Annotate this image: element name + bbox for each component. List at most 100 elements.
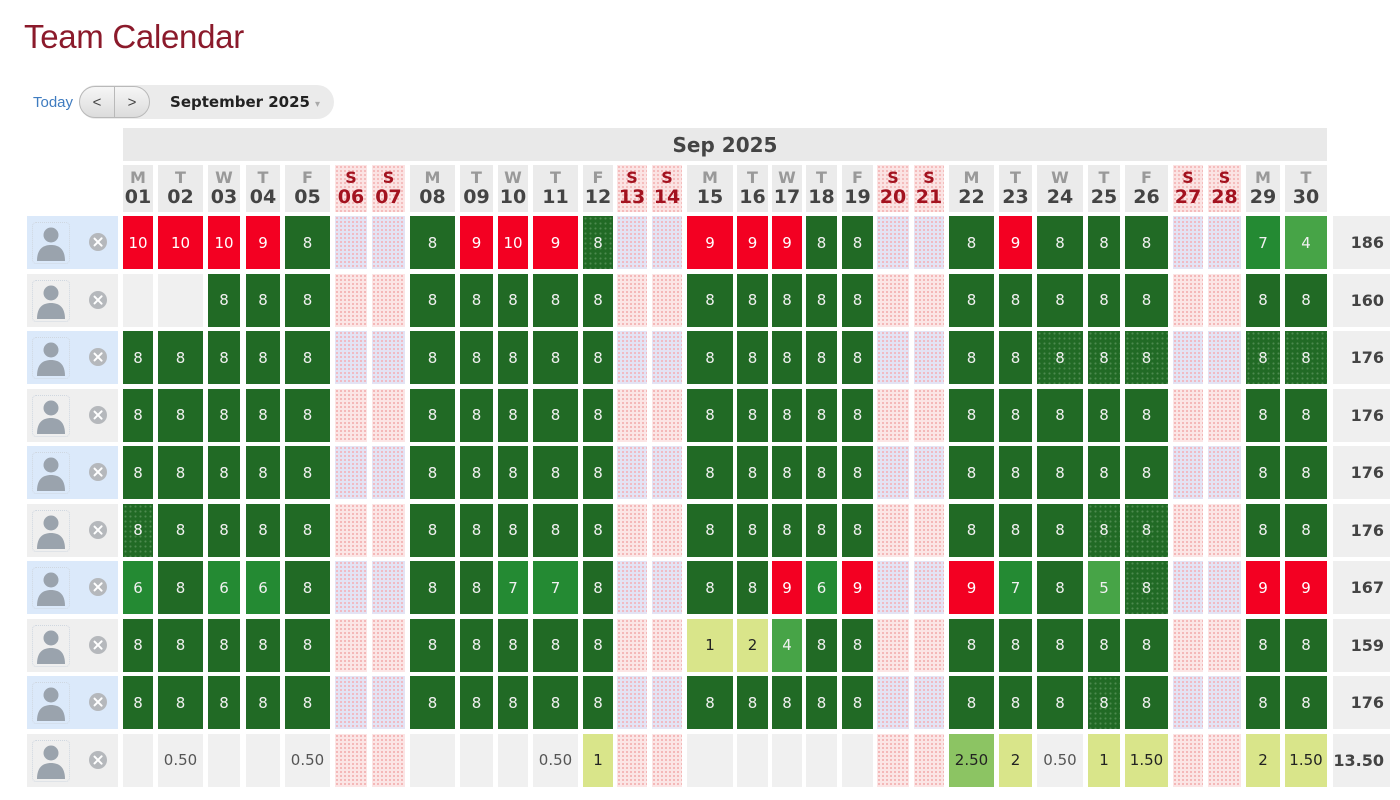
hours-cell[interactable]: 8 [246,331,280,384]
hours-cell[interactable]: 8 [772,331,802,384]
hours-cell[interactable]: 8 [460,676,493,729]
hours-cell[interactable]: 8 [208,503,240,557]
hours-cell[interactable] [123,273,153,327]
hours-cell[interactable] [737,733,768,787]
hours-cell[interactable]: 8 [1037,273,1083,327]
hours-cell[interactable]: 8 [806,446,837,499]
hours-cell[interactable]: 8 [1285,273,1327,327]
hours-cell[interactable]: 8 [1246,618,1280,672]
hours-cell[interactable]: 4 [1285,216,1327,269]
hours-cell[interactable]: 8 [949,273,994,327]
hours-cell[interactable]: 8 [285,331,330,384]
hours-cell[interactable]: 8 [1246,273,1280,327]
avatar[interactable] [32,222,70,264]
hours-cell[interactable]: 8 [999,273,1032,327]
hours-cell[interactable]: 8 [999,331,1032,384]
hours-cell[interactable]: 8 [498,331,528,384]
hours-cell[interactable]: 8 [285,676,330,729]
hours-cell[interactable]: 8 [842,331,873,384]
avatar[interactable] [32,509,70,552]
hours-cell[interactable]: 8 [806,273,837,327]
hours-cell[interactable]: 8 [158,388,203,442]
hours-cell[interactable]: 8 [687,676,733,729]
hours-cell[interactable]: 8 [1285,446,1327,499]
hours-cell[interactable]: 8 [772,676,802,729]
hours-cell[interactable]: 8 [208,388,240,442]
hours-cell[interactable]: 8 [158,503,203,557]
remove-member-icon[interactable] [89,405,107,424]
hours-cell[interactable]: 8 [842,216,873,269]
hours-cell[interactable]: 9 [687,216,733,269]
avatar[interactable] [32,394,70,437]
hours-cell[interactable]: 8 [123,388,153,442]
prev-month-button[interactable]: < [92,93,102,111]
hours-cell[interactable]: 8 [583,446,613,499]
hours-cell[interactable]: 8 [687,503,733,557]
hours-cell[interactable]: 8 [1125,216,1168,269]
hours-cell[interactable]: 8 [999,446,1032,499]
hours-cell[interactable]: 8 [1125,388,1168,442]
hours-cell[interactable]: 8 [1125,561,1168,614]
hours-cell[interactable]: 8 [737,388,768,442]
hours-cell[interactable]: 8 [410,446,455,499]
hours-cell[interactable]: 8 [498,618,528,672]
hours-cell[interactable]: 5 [1088,561,1120,614]
hours-cell[interactable]: 1 [687,618,733,672]
hours-cell[interactable]: 8 [842,503,873,557]
hours-cell[interactable]: 8 [498,503,528,557]
hours-cell[interactable]: 8 [806,331,837,384]
hours-cell[interactable]: 8 [583,561,613,614]
hours-cell[interactable]: 8 [208,273,240,327]
hours-cell[interactable]: 8 [158,331,203,384]
hours-cell[interactable]: 8 [533,388,578,442]
hours-cell[interactable]: 8 [1285,676,1327,729]
remove-member-icon[interactable] [89,463,107,481]
hours-cell[interactable]: 6 [246,561,280,614]
hours-cell[interactable]: 8 [772,503,802,557]
hours-cell[interactable]: 8 [410,216,455,269]
hours-cell[interactable]: 2 [1246,733,1280,787]
hours-cell[interactable]: 8 [285,503,330,557]
hours-cell[interactable]: 8 [123,331,153,384]
hours-cell[interactable] [806,733,837,787]
hours-cell[interactable]: 8 [123,676,153,729]
hours-cell[interactable]: 8 [737,446,768,499]
hours-cell[interactable]: 8 [285,216,330,269]
hours-cell[interactable]: 8 [460,331,493,384]
remove-member-icon[interactable] [89,520,107,539]
hours-cell[interactable]: 7 [533,561,578,614]
hours-cell[interactable]: 8 [498,388,528,442]
hours-cell[interactable]: 8 [687,331,733,384]
hours-cell[interactable]: 8 [583,503,613,557]
hours-cell[interactable]: 4 [772,618,802,672]
hours-cell[interactable]: 8 [842,273,873,327]
hours-cell[interactable]: 8 [246,273,280,327]
hours-cell[interactable]: 0.50 [158,733,203,787]
hours-cell[interactable]: 8 [949,618,994,672]
hours-cell[interactable]: 8 [949,503,994,557]
remove-member-icon[interactable] [89,348,107,366]
hours-cell[interactable]: 8 [687,561,733,614]
hours-cell[interactable]: 8 [1088,331,1120,384]
hours-cell[interactable]: 8 [1037,503,1083,557]
remove-member-icon[interactable] [89,578,107,596]
hours-cell[interactable]: 8 [1125,676,1168,729]
hours-cell[interactable]: 8 [498,676,528,729]
hours-cell[interactable]: 8 [737,503,768,557]
hours-cell[interactable] [246,733,280,787]
hours-cell[interactable]: 8 [208,618,240,672]
hours-cell[interactable]: 8 [583,676,613,729]
hours-cell[interactable]: 8 [1088,273,1120,327]
hours-cell[interactable]: 8 [737,676,768,729]
hours-cell[interactable] [498,733,528,787]
hours-cell[interactable]: 8 [1246,503,1280,557]
month-select[interactable]: September 2025 ▾ [170,93,320,111]
hours-cell[interactable]: 8 [123,618,153,672]
hours-cell[interactable]: 9 [949,561,994,614]
hours-cell[interactable]: 8 [1285,388,1327,442]
hours-cell[interactable]: 8 [1088,618,1120,672]
hours-cell[interactable]: 8 [806,618,837,672]
remove-member-icon[interactable] [89,290,107,309]
hours-cell[interactable]: 8 [1285,331,1327,384]
avatar[interactable] [32,682,70,724]
